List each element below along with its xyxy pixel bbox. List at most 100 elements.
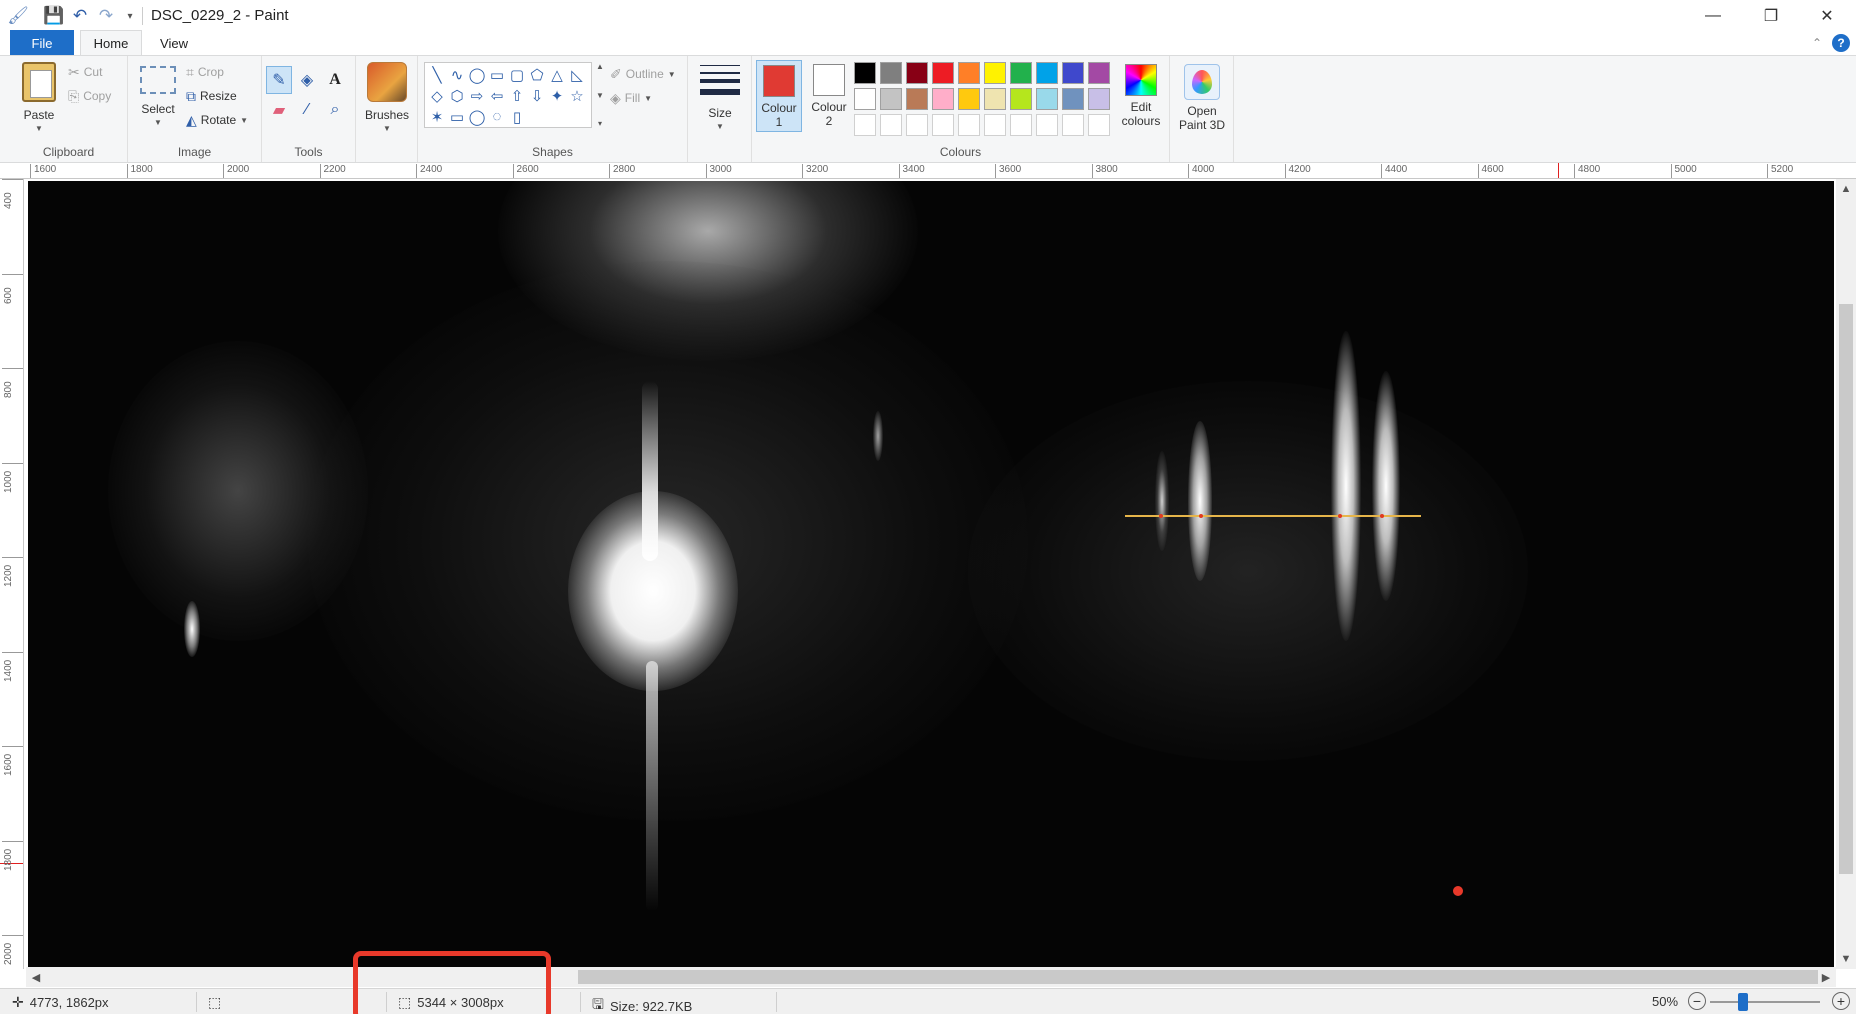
shapes-expand-icon[interactable]: ▾ [597, 119, 602, 128]
palette-custom-slot[interactable] [958, 114, 980, 136]
palette-swatch[interactable] [906, 62, 928, 84]
shape-item[interactable]: ◇ [431, 87, 443, 105]
tab-view[interactable]: View [160, 35, 188, 51]
shape-item[interactable]: ◯ [468, 108, 486, 126]
palette-custom-slot[interactable] [1036, 114, 1058, 136]
palette-swatch[interactable] [1062, 88, 1084, 110]
shape-item[interactable]: ✶ [430, 108, 444, 126]
scroll-left-icon[interactable]: ◀ [31, 971, 41, 984]
fill-bucket-icon[interactable]: ◈ [300, 72, 314, 89]
shape-item[interactable]: ◌ [492, 108, 502, 125]
restore-button[interactable]: ❐ [1763, 8, 1779, 25]
resize-button[interactable]: ⧉ Resize [186, 86, 237, 106]
help-icon[interactable]: ? [1832, 34, 1850, 52]
palette-swatch[interactable] [854, 88, 876, 110]
shape-item[interactable]: ╲ [432, 66, 442, 84]
drawing-canvas[interactable] [28, 181, 1834, 967]
palette-custom-slot[interactable] [984, 114, 1006, 136]
palette-swatch[interactable] [958, 88, 980, 110]
palette-swatch[interactable] [984, 88, 1006, 110]
shape-item[interactable]: ⇨ [470, 87, 484, 105]
shape-item[interactable]: ⇦ [490, 87, 504, 105]
shape-item[interactable]: ▯ [512, 108, 522, 126]
palette-custom-slot[interactable] [880, 114, 902, 136]
customize-caret-icon[interactable]: ▾ [127, 10, 133, 22]
minimize-button[interactable]: — [1705, 7, 1721, 24]
shapes-scroll-up-icon[interactable]: ▲ [596, 62, 604, 71]
palette-custom-slot[interactable] [854, 114, 876, 136]
open-paint3d-button[interactable]: Open Paint 3D [1176, 60, 1228, 132]
horizontal-scrollbar[interactable]: ◀ ▶ [26, 967, 1836, 987]
zoom-out-button[interactable]: − [1688, 992, 1706, 1010]
close-button[interactable]: ✕ [1820, 8, 1834, 25]
colour-picker-icon[interactable]: ⁄ [305, 101, 309, 118]
copy-button[interactable]: ⎘ Copy [68, 86, 111, 106]
collapse-ribbon-icon[interactable]: ⌃ [1811, 36, 1822, 50]
shape-item[interactable]: ⇧ [510, 87, 524, 105]
colour-2-button[interactable]: Colour 2 [806, 60, 852, 132]
pencil-icon[interactable]: ✎ [266, 66, 292, 94]
shape-item[interactable]: ✦ [550, 87, 564, 105]
shape-item[interactable]: ▭ [449, 108, 465, 126]
shape-item[interactable]: ⬠ [530, 66, 544, 84]
palette-swatch[interactable] [880, 62, 902, 84]
horizontal-scroll-thumb[interactable] [578, 970, 1818, 984]
colour-1-button[interactable]: Colour 1 [756, 60, 802, 132]
crop-button[interactable]: ⌗ Crop [186, 62, 224, 82]
shape-item[interactable]: ◯ [468, 66, 486, 84]
shape-item[interactable]: ☆ [570, 87, 584, 105]
palette-custom-slot[interactable] [1088, 114, 1110, 136]
zoom-slider-thumb[interactable] [1738, 993, 1748, 1011]
scroll-up-icon[interactable]: ▲ [1840, 183, 1852, 195]
magnifier-icon[interactable]: ⌕ [330, 101, 340, 118]
tab-home[interactable]: Home [80, 30, 142, 56]
tab-file[interactable]: File [10, 30, 74, 56]
palette-swatch[interactable] [880, 88, 902, 110]
outline-button[interactable]: ✐ Outline ▼ [610, 64, 676, 84]
cut-button[interactable]: ✂ Cut [68, 62, 102, 82]
save-icon[interactable]: 💾 [43, 6, 65, 25]
text-tool-icon[interactable]: A [329, 71, 341, 88]
redo-icon[interactable]: ↷ [98, 6, 114, 25]
palette-custom-slot[interactable] [1062, 114, 1084, 136]
palette-swatch[interactable] [1010, 88, 1032, 110]
shape-item[interactable]: ▭ [489, 66, 505, 84]
shape-item[interactable]: ⬡ [450, 87, 464, 105]
fill-button[interactable]: ◈ Fill ▼ [610, 88, 652, 108]
palette-swatch[interactable] [932, 62, 954, 84]
zoom-in-button[interactable]: + [1832, 992, 1850, 1010]
eraser-icon[interactable]: ▰ [272, 102, 286, 119]
undo-icon[interactable]: ↶ [72, 6, 88, 25]
palette-swatch[interactable] [854, 62, 876, 84]
palette-swatch[interactable] [1062, 62, 1084, 84]
vertical-scrollbar[interactable]: ▲ ▼ [1836, 179, 1856, 969]
scroll-down-icon[interactable]: ▼ [1840, 953, 1852, 965]
edit-colours-button[interactable]: Edit colours [1118, 60, 1164, 132]
palette-swatch[interactable] [906, 88, 928, 110]
paint-app-icon[interactable]: 🖌 [7, 6, 29, 25]
shape-item[interactable]: ∿ [450, 66, 464, 84]
palette-swatch[interactable] [958, 62, 980, 84]
shape-item[interactable]: ⇩ [530, 87, 544, 105]
palette-swatch[interactable] [1088, 62, 1110, 84]
shape-item[interactable]: ◺ [571, 66, 583, 84]
palette-swatch[interactable] [1088, 88, 1110, 110]
shape-item[interactable]: ▢ [509, 66, 525, 84]
palette-swatch[interactable] [932, 88, 954, 110]
size-button[interactable]: Size ▼ [698, 62, 742, 134]
paste-button[interactable]: Paste ▼ [18, 62, 60, 136]
palette-swatch[interactable] [1010, 62, 1032, 84]
palette-custom-slot[interactable] [1010, 114, 1032, 136]
select-button[interactable]: Select ▼ [136, 66, 180, 130]
palette-swatch[interactable] [984, 62, 1006, 84]
palette-swatch[interactable] [1036, 62, 1058, 84]
shapes-scroll[interactable]: ▲ ▼ ▾ [595, 62, 605, 128]
brushes-button[interactable]: Brushes ▼ [364, 62, 410, 136]
palette-swatch[interactable] [1036, 88, 1058, 110]
shapes-gallery[interactable]: ╲ ∿ ◯ ▭ ▢ ⬠ △ ◺ ◇ ⬡ ⇨ ⇦ ⇧ ⇩ ✦ ☆ ✶ ▭ ◯ ◌ ▯ [424, 62, 592, 128]
shape-item[interactable]: △ [551, 66, 563, 84]
palette-custom-slot[interactable] [906, 114, 928, 136]
shapes-scroll-down-icon[interactable]: ▼ [596, 90, 604, 100]
rotate-button[interactable]: ◭ Rotate ▼ [186, 110, 248, 130]
scroll-right-icon[interactable]: ▶ [1821, 971, 1831, 984]
